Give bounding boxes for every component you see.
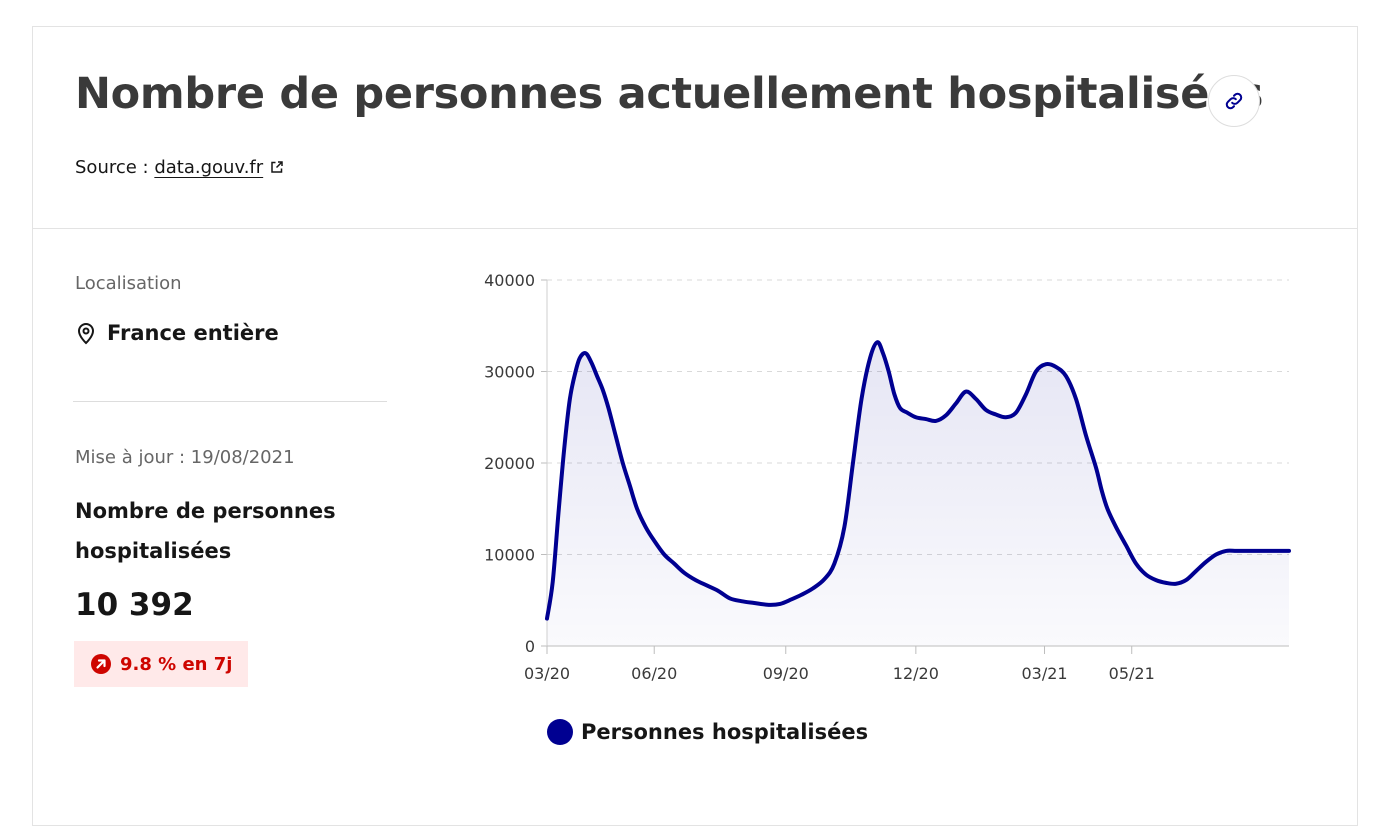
series-line[interactable]: [545, 340, 1291, 621]
y-tick-label: 0: [525, 637, 535, 656]
metric-name: Nombre de personnes hospitalisées: [75, 499, 336, 563]
x-tick-label: 05/21: [1109, 664, 1155, 683]
update-date: Mise à jour : 19/08/2021: [75, 447, 295, 468]
hospitalisations-chart[interactable]: 0 10000 20000 30000 40000 03/20 06/20 09/20 12/2…: [33, 27, 1359, 827]
x-tick-label: 09/20: [763, 664, 809, 683]
source-link-text: data.gouv.fr: [154, 157, 264, 178]
y-tick-label: 10000: [484, 546, 535, 565]
map-pin-icon: [77, 323, 95, 345]
source-prefix: Source :: [75, 157, 155, 178]
y-tick-label: 20000: [484, 454, 535, 473]
metric-value: 10 392: [75, 587, 194, 623]
trend-badge-text: 9.8 % en 7j: [120, 653, 233, 675]
location-value-row: France entière: [75, 321, 279, 345]
chart-area: 0 10000 20000 30000 40000 03/20 06/20 09/20 12/2…: [33, 27, 1359, 827]
location-value: France entière: [107, 321, 279, 345]
y-tick-label: 30000: [484, 363, 535, 382]
source-link[interactable]: data.gouv.fr: [154, 157, 285, 178]
trend-badge: 9.8 % en 7j: [74, 641, 249, 687]
series-area: [547, 342, 1289, 646]
source-line: Source : data.gouv.fr: [75, 157, 285, 178]
x-tick-label: 12/20: [893, 664, 939, 683]
link-icon: [1225, 92, 1243, 110]
arrow-up-right-circle-icon: [91, 654, 111, 674]
x-tick-label: 03/20: [524, 664, 570, 683]
external-link-icon: [271, 161, 283, 173]
legend-label: Personnes hospitalisées: [581, 720, 869, 744]
chart-legend: Personnes hospitalisées: [547, 719, 868, 745]
card-header: Nombre de personnes actuellement hospita…: [33, 27, 1357, 229]
y-tick-label: 40000: [484, 271, 535, 290]
copy-link-button[interactable]: [1208, 75, 1260, 127]
page-title: Nombre de personnes actuellement hospita…: [75, 69, 1264, 119]
legend-swatch: [547, 719, 573, 745]
x-tick-label: 03/21: [1021, 664, 1067, 683]
x-tick-label: 06/20: [631, 664, 677, 683]
divider: [73, 401, 387, 402]
chart-card: Nombre de personnes actuellement hospita…: [32, 26, 1358, 826]
location-label: Localisation: [75, 273, 182, 294]
